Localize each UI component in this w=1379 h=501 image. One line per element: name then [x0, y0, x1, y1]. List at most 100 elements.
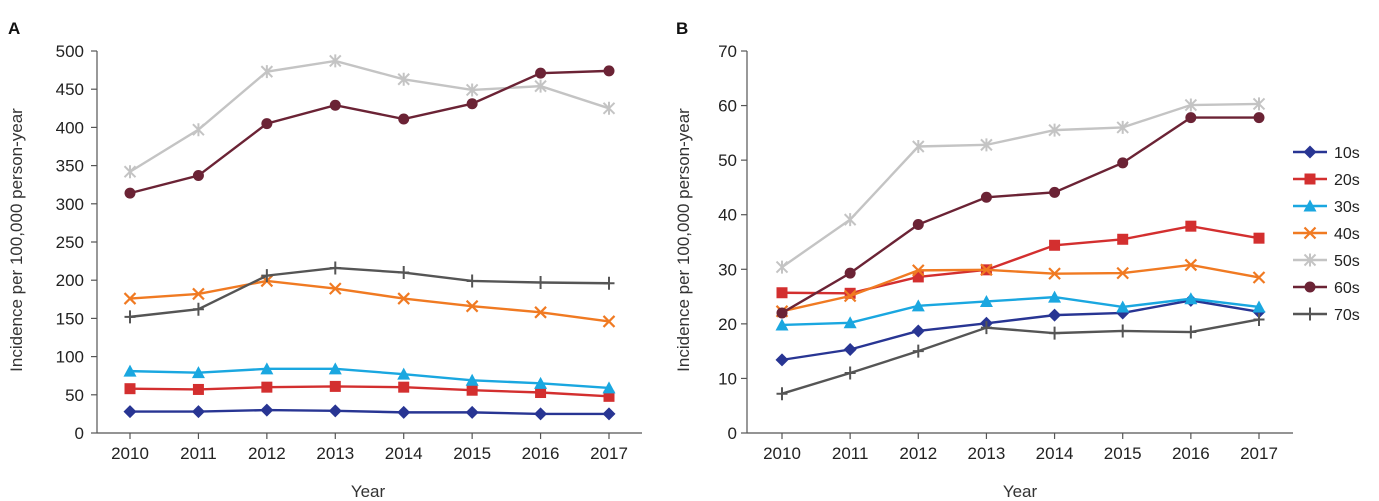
panel-a-point-40s — [397, 292, 410, 305]
panel-b-line-40s — [781, 263, 1260, 313]
panel-b-point-50s — [1116, 120, 1129, 134]
panel-a-line-30s — [129, 367, 610, 390]
panel-a-point-50s — [260, 65, 274, 79]
panel-b-y-tick-label: 0 — [728, 424, 737, 443]
panel-a-point-20s — [329, 380, 341, 392]
legend-label-50s: 50s — [1334, 253, 1360, 270]
panel-b-point-20s — [912, 271, 924, 283]
legend: 10s 20s 30s 40s 50s 60s 70s — [1293, 145, 1360, 324]
panel-a-y-tick-label: 400 — [56, 118, 84, 137]
panel-b-series-30s — [775, 290, 1266, 331]
panel-a-point-10s — [602, 407, 616, 421]
legend-marker-50s — [1303, 253, 1317, 267]
legend-marker-40s — [1303, 226, 1317, 240]
panel-a-point-10s — [465, 405, 479, 419]
panel-a-point-20s — [192, 383, 204, 395]
panel-a-point-60s — [329, 99, 341, 111]
panel-a-y-tick-label: 500 — [56, 42, 84, 61]
panel-b-chart: B Incidence per 100,000 person-year Year… — [674, 19, 1293, 501]
panel-a-point-10s — [260, 403, 274, 417]
panel-a-point-50s — [602, 101, 616, 115]
panel-b-y-tick-label: 10 — [718, 369, 737, 388]
panel-a-point-60s — [603, 65, 615, 77]
panel-b-point-60s — [1117, 157, 1129, 169]
panel-b-point-30s — [911, 299, 925, 312]
panel-a-chart: A Incidence per 100,000 person-year Year… — [7, 19, 642, 501]
panel-b-point-60s — [980, 191, 992, 203]
legend-item-30s: 30s — [1293, 199, 1360, 216]
panel-b-line-60s — [781, 116, 1259, 314]
panel-b-point-70s — [844, 366, 856, 380]
panel-a-point-20s — [603, 390, 615, 402]
panel-a-y-tick-label: 50 — [65, 386, 84, 405]
panel-b-x-axis-title: Year — [1003, 482, 1038, 501]
panel-a-y-tick-label: 350 — [56, 157, 84, 176]
panel-b-series-70s — [776, 312, 1265, 401]
panel-b-point-20s — [1253, 232, 1265, 244]
panel-b-y-axis-title: Incidence per 100,000 person-year — [674, 108, 693, 372]
panel-a-point-70s — [329, 261, 341, 275]
panel-b-point-50s — [843, 213, 857, 227]
panel-a-point-50s — [192, 123, 205, 137]
panel-a-point-40s — [329, 282, 342, 295]
panel-b-point-30s — [1048, 290, 1062, 303]
panel-b-letter: B — [676, 19, 688, 38]
panel-b-point-60s — [912, 219, 924, 231]
panel-b-point-30s — [775, 318, 789, 331]
panel-a-series-20s — [124, 380, 615, 402]
panel-a-series-70s — [124, 261, 615, 324]
panel-a-point-40s — [123, 292, 137, 305]
panel-a-point-60s — [398, 113, 410, 125]
panel-b-point-30s — [979, 294, 993, 307]
panel-a-point-30s — [534, 376, 548, 389]
panel-b-point-50s — [775, 260, 789, 274]
panel-a-point-50s — [465, 83, 479, 97]
panel-a-point-30s — [465, 373, 479, 386]
panel-b-series-20s — [776, 220, 1265, 299]
panel-b-point-30s — [1252, 300, 1266, 313]
panel-a-point-50s — [123, 165, 137, 179]
panel-b-point-40s — [1116, 266, 1129, 280]
panel-a-x-tick-label: 2012 — [248, 444, 286, 463]
panel-a-x-tick-label: 2016 — [522, 444, 560, 463]
panel-a-x-tick-label: 2010 — [111, 444, 149, 463]
panel-b-plot-area: 0 10 20 30 40 50 60 70 2010 2011 2012 2013 2014 2015 2… — [718, 42, 1293, 463]
panel-b-point-60s — [1185, 112, 1197, 124]
panel-a-point-60s — [261, 118, 273, 130]
panel-b-point-70s — [776, 387, 788, 401]
panel-b-point-50s — [1048, 123, 1061, 137]
panel-b-point-40s — [1048, 267, 1061, 280]
panel-a-y-tick-label: 0 — [75, 424, 84, 443]
panel-b-point-70s — [912, 344, 924, 358]
panel-b-x-tick-label: 2016 — [1172, 444, 1210, 463]
panel-a-line-50s — [129, 59, 610, 173]
panel-b-point-20s — [1049, 239, 1061, 251]
panel-b-point-10s — [911, 324, 925, 338]
panel-a-point-50s — [534, 79, 547, 93]
panel-a-y-tick-label: 100 — [56, 348, 84, 367]
legend-item-20s: 20s — [1293, 172, 1360, 189]
panel-a-x-tick-label: 2017 — [590, 444, 628, 463]
panel-b-point-50s — [1252, 97, 1266, 111]
panel-b-series-60s — [776, 112, 1265, 319]
panel-b-point-10s — [843, 343, 857, 357]
panel-a-x-tick-label: 2013 — [316, 444, 354, 463]
legend-marker-10s — [1303, 145, 1317, 159]
panel-b-point-40s — [912, 264, 925, 277]
panel-b-point-40s — [980, 263, 993, 277]
panel-b-x-tick-label: 2010 — [763, 444, 801, 463]
panel-a-point-30s — [328, 362, 342, 375]
panel-b-y-tick-label: 40 — [718, 206, 737, 225]
panel-a-point-10s — [534, 407, 548, 421]
panel-b-point-50s — [912, 140, 925, 153]
panel-a-point-50s — [397, 72, 410, 86]
panel-a-point-30s — [123, 364, 137, 377]
panel-a-series-10s — [123, 403, 616, 421]
panel-b-y-tick-label: 60 — [718, 97, 737, 116]
panel-b-series-50s — [775, 97, 1266, 274]
panel-a-line-10s — [130, 408, 609, 416]
panel-b-point-30s — [1116, 300, 1130, 313]
panel-a-point-40s — [602, 315, 616, 328]
panel-a-point-20s — [261, 381, 273, 393]
panel-b-point-70s — [1185, 325, 1197, 339]
